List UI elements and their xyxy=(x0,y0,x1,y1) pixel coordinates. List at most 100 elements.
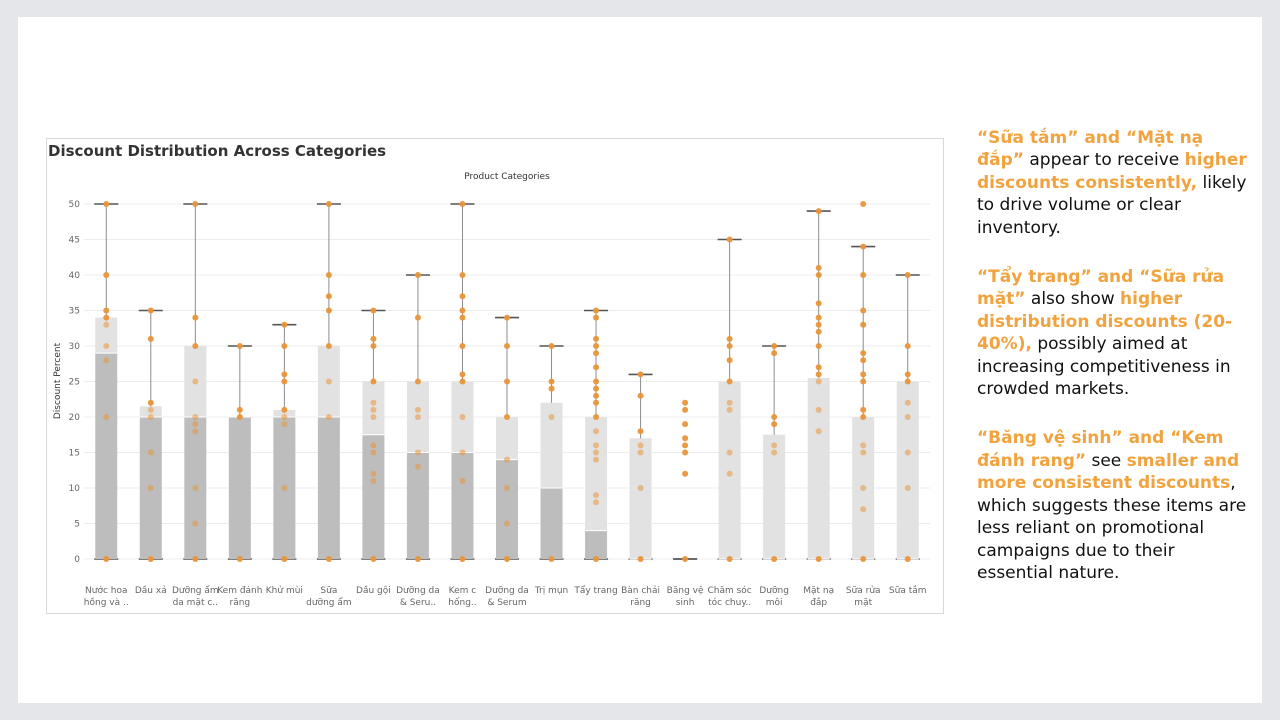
category-label-line2: môi xyxy=(766,597,783,608)
box-upper xyxy=(496,417,518,460)
box-lower xyxy=(540,488,563,559)
data-point xyxy=(593,314,600,321)
data-point xyxy=(771,556,778,562)
highlight-text: higher distribution discounts (20-40%), xyxy=(977,289,1233,355)
data-point xyxy=(414,272,421,278)
category-label: Trị mụn xyxy=(534,586,568,596)
category-label: Tẩy trang xyxy=(573,585,617,596)
data-point xyxy=(459,371,466,378)
category-label: Sữa rửa xyxy=(846,585,881,596)
data-point xyxy=(548,556,555,562)
data-point xyxy=(103,314,110,321)
data-point xyxy=(815,321,822,328)
data-point xyxy=(370,307,377,314)
y-tick-label: 0 xyxy=(74,555,80,565)
data-point xyxy=(682,470,689,477)
data-point xyxy=(860,485,867,491)
data-point xyxy=(459,414,466,420)
insight-note: “Băng vệ sinh” and “Kem đánh rang” see s… xyxy=(977,427,1247,584)
category-label-line2: tóc chuy.. xyxy=(708,597,751,608)
y-tick-label: 5 xyxy=(74,520,80,530)
data-point xyxy=(637,556,644,562)
data-point xyxy=(370,449,377,456)
data-point xyxy=(860,321,867,328)
data-point xyxy=(771,442,778,449)
body-text: possibly aimed at increasing competitive… xyxy=(977,334,1231,400)
data-point xyxy=(860,442,867,449)
box-upper xyxy=(718,381,741,559)
data-point xyxy=(370,335,377,342)
data-point xyxy=(370,556,377,562)
data-point xyxy=(815,272,822,278)
data-point xyxy=(726,556,733,562)
data-point xyxy=(726,470,733,477)
data-point xyxy=(192,485,199,491)
data-point xyxy=(904,343,911,349)
y-tick-label: 50 xyxy=(69,200,81,210)
box-lower xyxy=(406,452,429,559)
data-point xyxy=(726,406,733,413)
category-label: Sữa tắm xyxy=(889,585,927,596)
body-text: see xyxy=(1086,450,1127,471)
highlight-text: “Tẩy trang” and “Sữa rửa mặt” xyxy=(977,267,1225,310)
category-label-line2: & Serum xyxy=(487,598,526,608)
data-point xyxy=(548,378,555,385)
data-point xyxy=(147,556,154,562)
data-point xyxy=(370,406,377,413)
data-point xyxy=(103,321,110,328)
data-point xyxy=(281,414,288,420)
data-point xyxy=(904,556,911,562)
data-point xyxy=(904,485,911,491)
data-point xyxy=(593,385,600,392)
category-label: Khử mùi xyxy=(266,585,303,596)
data-point xyxy=(593,399,600,406)
data-point xyxy=(682,556,689,562)
y-tick-label: 25 xyxy=(69,378,80,388)
data-point xyxy=(593,364,600,371)
data-point xyxy=(860,243,867,250)
data-point xyxy=(860,406,867,413)
box-lower xyxy=(451,452,474,559)
data-point xyxy=(815,371,822,378)
data-point xyxy=(459,201,466,207)
y-tick-label: 10 xyxy=(69,484,81,494)
data-point xyxy=(860,357,867,364)
category-label: Kem c xyxy=(449,586,477,596)
data-point xyxy=(815,378,822,385)
data-point xyxy=(860,272,867,278)
data-point xyxy=(771,343,778,349)
data-point xyxy=(459,477,466,484)
data-point xyxy=(548,343,555,349)
box-lower xyxy=(362,434,385,559)
box-upper xyxy=(807,377,830,559)
data-point xyxy=(325,343,332,349)
y-tick-label: 20 xyxy=(69,413,81,423)
data-point xyxy=(860,556,867,562)
box-upper xyxy=(273,409,296,417)
data-point xyxy=(815,300,822,307)
y-tick-label: 40 xyxy=(69,271,81,281)
box-lower xyxy=(228,417,251,559)
data-point xyxy=(815,208,822,215)
category-label: Dưỡng ẩm xyxy=(172,585,219,596)
data-point xyxy=(548,414,555,420)
data-point xyxy=(281,378,288,385)
data-point xyxy=(593,556,600,562)
data-point xyxy=(459,449,466,456)
x-axis-title: Product Categories xyxy=(464,172,550,182)
category-label-line2: dưỡng ẩm xyxy=(306,597,351,608)
data-point xyxy=(815,264,822,271)
data-point xyxy=(147,399,154,406)
data-point xyxy=(236,556,243,562)
data-point xyxy=(815,314,822,321)
data-point xyxy=(504,485,510,491)
data-point xyxy=(147,485,154,491)
data-point xyxy=(682,449,689,456)
data-point xyxy=(192,414,199,420)
data-point xyxy=(637,442,644,449)
box-upper xyxy=(540,402,563,488)
data-point xyxy=(504,343,510,349)
data-point xyxy=(593,492,600,499)
data-point xyxy=(281,343,288,349)
